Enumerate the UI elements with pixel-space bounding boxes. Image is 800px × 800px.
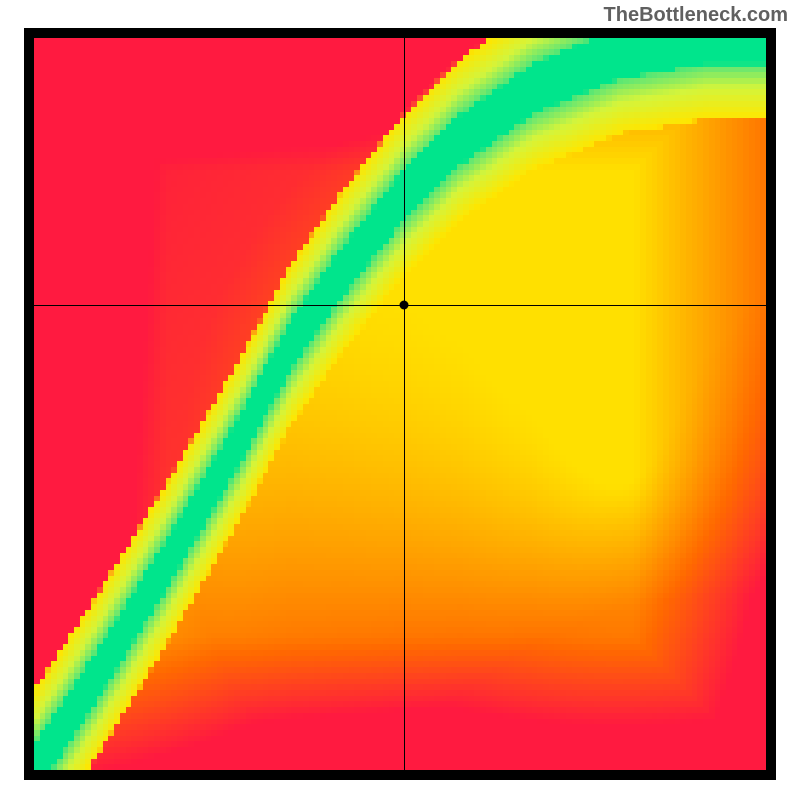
data-point-marker xyxy=(399,301,408,310)
watermark-text: TheBottleneck.com xyxy=(604,4,788,27)
chart-container: TheBottleneck.com xyxy=(0,0,800,800)
heatmap-canvas xyxy=(34,38,766,770)
crosshair-vertical xyxy=(404,38,405,770)
plot-frame xyxy=(24,28,776,780)
